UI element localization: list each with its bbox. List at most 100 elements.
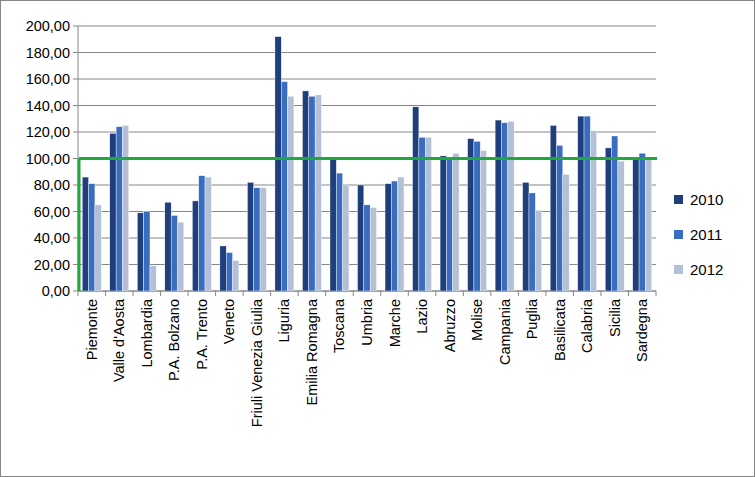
x-tick-mark — [133, 291, 134, 296]
bar — [535, 210, 541, 291]
bar — [425, 137, 431, 291]
grid-line — [78, 132, 656, 133]
bar — [192, 201, 198, 291]
bar — [440, 156, 446, 291]
x-tick-mark — [380, 291, 381, 296]
tick-mark — [73, 238, 78, 239]
bar — [391, 181, 397, 291]
x-tick-label: Basilicata — [552, 298, 568, 361]
bar — [590, 131, 596, 291]
y-tick-label: 120,00 — [26, 124, 70, 140]
tick-mark — [73, 185, 78, 186]
y-tick-label: 40,00 — [34, 230, 70, 246]
x-tick-label: Emilia Romagna — [304, 298, 320, 405]
bar — [645, 157, 651, 291]
bar — [281, 82, 287, 291]
bar — [495, 120, 501, 291]
y-tick-label: 80,00 — [34, 177, 70, 193]
legend-swatch — [674, 230, 683, 239]
bar — [205, 177, 211, 291]
tick-mark — [73, 211, 78, 212]
legend-label: 2010 — [690, 191, 723, 208]
x-tick-mark — [270, 291, 271, 296]
x-tick-mark — [435, 291, 436, 296]
grid-line — [78, 52, 656, 53]
bar — [618, 161, 624, 291]
bar — [563, 174, 569, 291]
x-tick-mark — [656, 291, 657, 296]
x-tick-label: Piemonte — [84, 299, 100, 360]
tick-mark — [73, 52, 78, 53]
x-tick-label: Marche — [387, 299, 403, 347]
bar — [82, 177, 88, 291]
x-tick-label: Molise — [469, 299, 485, 341]
bar — [226, 253, 232, 291]
bar — [247, 182, 253, 291]
legend-label: 2012 — [690, 261, 723, 278]
bar — [110, 133, 116, 291]
bar — [220, 246, 226, 291]
y-tick-label: 180,00 — [26, 45, 70, 61]
x-tick-mark — [545, 291, 546, 296]
bar — [116, 127, 122, 291]
bar — [557, 145, 563, 291]
tick-mark — [73, 132, 78, 133]
bar — [95, 205, 101, 291]
bar — [233, 261, 239, 291]
x-tick-mark — [628, 291, 629, 296]
bar — [385, 184, 391, 291]
x-tick-label: P.A. Bolzano — [166, 299, 182, 381]
bar — [165, 202, 171, 291]
tick-mark — [73, 158, 78, 159]
bar — [260, 188, 266, 291]
x-tick-label: Sardegna — [634, 298, 650, 362]
x-tick-label: Liguria — [276, 298, 292, 342]
x-tick-mark — [78, 291, 79, 296]
bar — [453, 153, 459, 291]
bar — [364, 205, 370, 291]
x-tick-label: Toscana — [331, 298, 347, 353]
x-tick-label: P.A. Trento — [194, 299, 210, 370]
x-tick-mark — [463, 291, 464, 296]
x-tick-label: Friuli Venezia Giulia — [249, 298, 265, 427]
x-tick-mark — [243, 291, 244, 296]
x-tick-label: Calabria — [579, 298, 595, 353]
bar — [177, 222, 183, 291]
bar — [633, 157, 639, 291]
y-tick-label: 140,00 — [26, 98, 70, 114]
x-tick-label: Abruzzo — [442, 299, 458, 352]
threshold-drop — [78, 159, 81, 292]
bar — [309, 96, 315, 291]
bar — [254, 188, 260, 291]
threshold — [79, 159, 657, 292]
y-tick-label: 60,00 — [34, 204, 70, 220]
bar — [288, 96, 294, 291]
bar — [150, 266, 156, 291]
tick-mark — [73, 26, 78, 27]
x-tick-mark — [325, 291, 326, 296]
grid-line — [78, 105, 656, 106]
x-tick-label: Veneto — [221, 299, 237, 344]
bars — [82, 37, 651, 291]
legend-swatch — [674, 265, 683, 274]
bar — [144, 212, 150, 292]
bar — [508, 121, 514, 291]
chart: 0,0020,0040,0060,0080,00100,00120,00140,… — [0, 0, 755, 477]
x-tick-mark — [105, 291, 106, 296]
bar — [529, 193, 535, 291]
bar — [330, 159, 336, 292]
bar — [578, 116, 584, 291]
x-tick-label: Umbria — [359, 298, 375, 346]
x-tick-label: Sicilia — [607, 298, 623, 337]
legend-swatch — [674, 195, 683, 204]
bar — [398, 177, 404, 291]
bar — [474, 141, 480, 291]
y-tick-label: 160,00 — [26, 71, 70, 87]
x-tick-label: Puglia — [524, 298, 540, 339]
bar — [480, 151, 486, 291]
x-tick-mark — [353, 291, 354, 296]
bar — [137, 213, 143, 291]
tick-mark — [73, 264, 78, 265]
bar — [605, 148, 611, 291]
y-tick-label: 100,00 — [26, 151, 70, 167]
